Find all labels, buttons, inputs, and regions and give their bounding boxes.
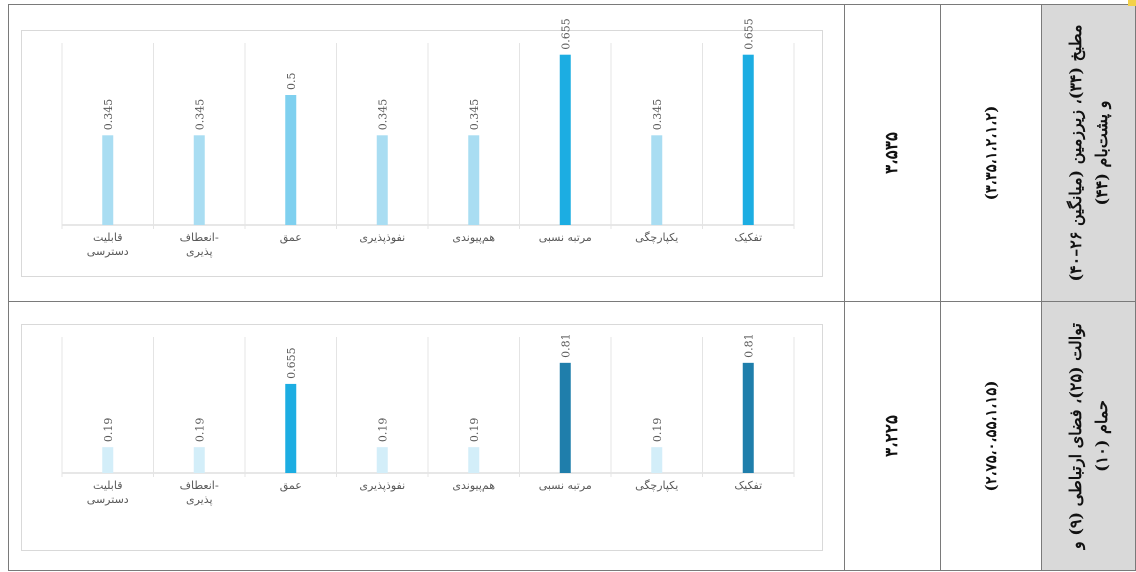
bar: [559, 362, 571, 473]
category-label: نفوذپذیری: [359, 231, 405, 244]
data-label: 0.19: [651, 418, 664, 443]
bar: [651, 135, 663, 225]
category-label: پذیری: [186, 493, 213, 506]
category-label: انعطاف-: [180, 231, 219, 244]
bar: [651, 447, 663, 473]
data-label: 0.19: [376, 418, 389, 443]
bar: [102, 447, 114, 473]
category-label: مرتبه نسبی: [539, 231, 592, 244]
data-label: 0.5: [285, 73, 298, 91]
bar: [102, 135, 114, 225]
score-cell: ۳،۲۲۵: [844, 301, 941, 571]
data-label: 0.345: [468, 99, 481, 131]
bar: [285, 383, 297, 473]
bar: [193, 135, 205, 225]
category-label: دسترسی: [87, 245, 129, 258]
category-label: عمق: [280, 479, 302, 493]
chart-svg: 0.655 تفکیک 0.345 یکپارچگی 0.655 مرتبه نسبی 0.…: [61, 18, 795, 258]
category-label: یکپارچگی: [635, 231, 678, 244]
score-cell: ۳،۵۳۵: [844, 4, 941, 302]
category-label: دسترسی: [87, 493, 129, 506]
chart-cell: 0.655 تفکیک 0.345 یکپارچگی 0.655 مرتبه نسبی 0.…: [7, 4, 846, 302]
category-label: قابلیت: [93, 479, 122, 492]
data-label: 0.81: [742, 333, 755, 358]
bar: [285, 95, 297, 225]
category-label: تفکیک: [734, 231, 762, 244]
data-label: 0.655: [559, 18, 572, 50]
bar: [376, 135, 388, 225]
category-label: قابلیت: [93, 231, 122, 244]
score-value: ۳،۲۲۵: [882, 414, 903, 458]
category-label: نفوذپذیری: [359, 479, 405, 492]
category-label: عمق: [280, 231, 302, 245]
category-label: مرتبه نسبی: [539, 479, 592, 492]
score-value: ۳،۵۳۵: [882, 131, 903, 175]
data-label: 0.19: [468, 418, 481, 443]
table-row: 0.655 تفکیک 0.345 یکپارچگی 0.655 مرتبه نسبی 0.…: [7, 4, 1136, 302]
category-label: انعطاف-: [180, 479, 219, 492]
bar: [468, 447, 480, 473]
space-label: مطبخ (۳۴)، زیرزمین (میانگین ۲۶–۴۰) و پشت…: [1065, 24, 1111, 282]
corner-marker: [1128, 0, 1136, 6]
space-label-cell: مطبخ (۳۴)، زیرزمین (میانگین ۲۶–۴۰) و پشت…: [1041, 4, 1136, 302]
space-label-cell: توالت (۲۵)، فضای ارتباطی (۹) و حمام (۱۰): [1041, 301, 1136, 571]
weights-value: (۳،۳۵،۱،۲،۱،۲): [982, 105, 1001, 201]
bar: [559, 54, 571, 226]
data-label: 0.345: [193, 99, 206, 131]
category-label: تفکیک: [734, 479, 762, 492]
bar: [193, 447, 205, 473]
bar: [468, 135, 480, 225]
space-label: توالت (۲۵)، فضای ارتباطی (۹) و حمام (۱۰): [1065, 323, 1111, 549]
data-label: 0.81: [559, 333, 572, 358]
data-label: 0.655: [285, 347, 298, 379]
data-label: 0.345: [102, 99, 115, 131]
comparison-table: 0.655 تفکیک 0.345 یکپارچگی 0.655 مرتبه نسبی 0.…: [7, 4, 1136, 571]
data-label: 0.655: [742, 18, 755, 50]
data-label: 0.345: [376, 99, 389, 131]
bar: [742, 362, 754, 473]
weights-cell: (۲،۷۵،۰،۵۵،۱،۱۵): [939, 301, 1043, 571]
bar-chart-2: 0.81 تفکیک 0.19 یکپارچگی 0.81 مرتبه نسبی 0.19 ه…: [21, 324, 823, 551]
data-label: 0.345: [651, 99, 664, 131]
bar-chart-1: 0.655 تفکیک 0.345 یکپارچگی 0.655 مرتبه نسبی 0.…: [21, 18, 823, 277]
chart-svg: 0.81 تفکیک 0.19 یکپارچگی 0.81 مرتبه نسبی 0.19 ه…: [61, 333, 795, 506]
table-row: 0.81 تفکیک 0.19 یکپارچگی 0.81 مرتبه نسبی 0.19 ه…: [7, 301, 1136, 571]
bar: [376, 447, 388, 473]
category-label: هم‌پیوندی: [452, 231, 495, 244]
chart-cell: 0.81 تفکیک 0.19 یکپارچگی 0.81 مرتبه نسبی 0.19 ه…: [7, 301, 846, 571]
bar: [742, 54, 754, 226]
category-label: پذیری: [186, 245, 213, 258]
category-label: یکپارچگی: [635, 479, 678, 492]
category-label: هم‌پیوندی: [452, 479, 495, 492]
data-label: 0.19: [193, 418, 206, 443]
weights-value: (۲،۷۵،۰،۵۵،۱،۱۵): [982, 380, 1001, 492]
data-label: 0.19: [102, 418, 115, 443]
weights-cell: (۳،۳۵،۱،۲،۱،۲): [939, 4, 1043, 302]
